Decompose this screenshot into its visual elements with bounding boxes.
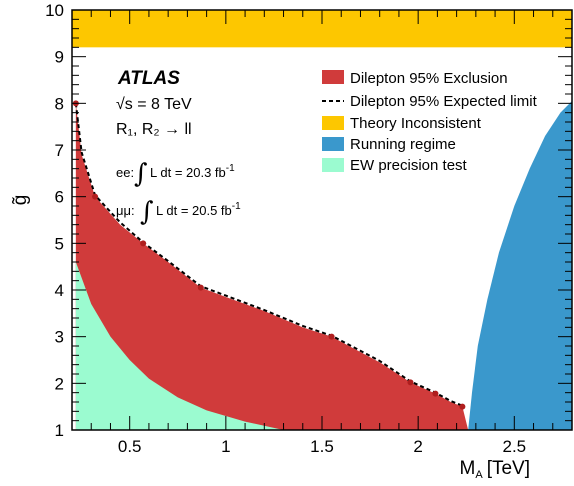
y-tick-label: 1: [55, 421, 64, 440]
expected-limit-line: [74, 103, 463, 407]
y-tick-label: 7: [55, 141, 64, 160]
x-tick-label: 2: [413, 437, 422, 456]
legend: Dilepton 95% Exclusion Dilepton 95% Expe…: [322, 70, 538, 174]
legend-label-exclusion: Dilepton 95% Exclusion: [350, 70, 508, 87]
y-tick-label: 3: [55, 328, 64, 347]
axis-ticks: [72, 9, 573, 431]
ee-luminosity: L dt = 20.3 fb-1: [150, 163, 235, 180]
plot-points: [72, 100, 466, 410]
mumu-channel-label: μμ:: [116, 203, 135, 218]
limit-point: [407, 379, 414, 386]
y-tick-label: 10: [45, 1, 64, 20]
limit-point: [140, 240, 147, 247]
y-tick-label: 9: [55, 48, 64, 67]
legend-label-running: Running regime: [350, 136, 456, 153]
y-tick-label: 5: [55, 234, 64, 253]
legend-label-expected: Dilepton 95% Expected limit: [350, 93, 538, 110]
axis-tick-labels: 0.5 1 1.5 2 2.5 1 2 3 4 5 6 7 8 9 10: [45, 1, 526, 456]
y-tick-label: 6: [55, 188, 64, 207]
limit-point: [197, 284, 204, 291]
y-tick-label: 2: [55, 374, 64, 393]
x-axis-label: MA [TeV]: [460, 458, 530, 481]
ee-integral-symbol: ∫: [134, 159, 148, 189]
y-tick-label: 4: [55, 281, 64, 300]
ee-channel-label: ee:: [116, 165, 134, 180]
process-label: R₁, R₂ → ll: [116, 121, 192, 138]
legend-swatch-theory: [322, 116, 344, 130]
limit-point: [432, 390, 439, 397]
x-tick-label: 0.5: [118, 437, 142, 456]
atlas-label: ATLAS: [117, 68, 180, 89]
exclusion-region: [75, 103, 469, 430]
x-tick-label: 1.5: [310, 437, 334, 456]
legend-swatch-exclusion: [322, 70, 344, 84]
running-regime-region: [468, 101, 572, 430]
x-tick-label: 2.5: [502, 437, 526, 456]
legend-swatch-ew: [322, 158, 344, 172]
x-tick-label: 1: [221, 437, 230, 456]
y-tick-label: 8: [55, 94, 64, 113]
ew-precision-region: [75, 262, 284, 430]
y-axis-label: g̃: [10, 195, 31, 206]
plot-lines: [74, 103, 463, 407]
mumu-integral-symbol: ∫: [140, 197, 154, 227]
legend-swatch-running: [322, 137, 344, 151]
mumu-luminosity: L dt = 20.5 fb-1: [156, 201, 241, 218]
legend-label-ew: EW precision test: [350, 157, 468, 174]
limit-point: [92, 193, 99, 200]
legend-label-theory: Theory Inconsistent: [350, 115, 482, 132]
energy-label: √s = 8 TeV: [116, 96, 192, 113]
limit-point: [328, 333, 335, 340]
limit-point: [459, 403, 466, 410]
